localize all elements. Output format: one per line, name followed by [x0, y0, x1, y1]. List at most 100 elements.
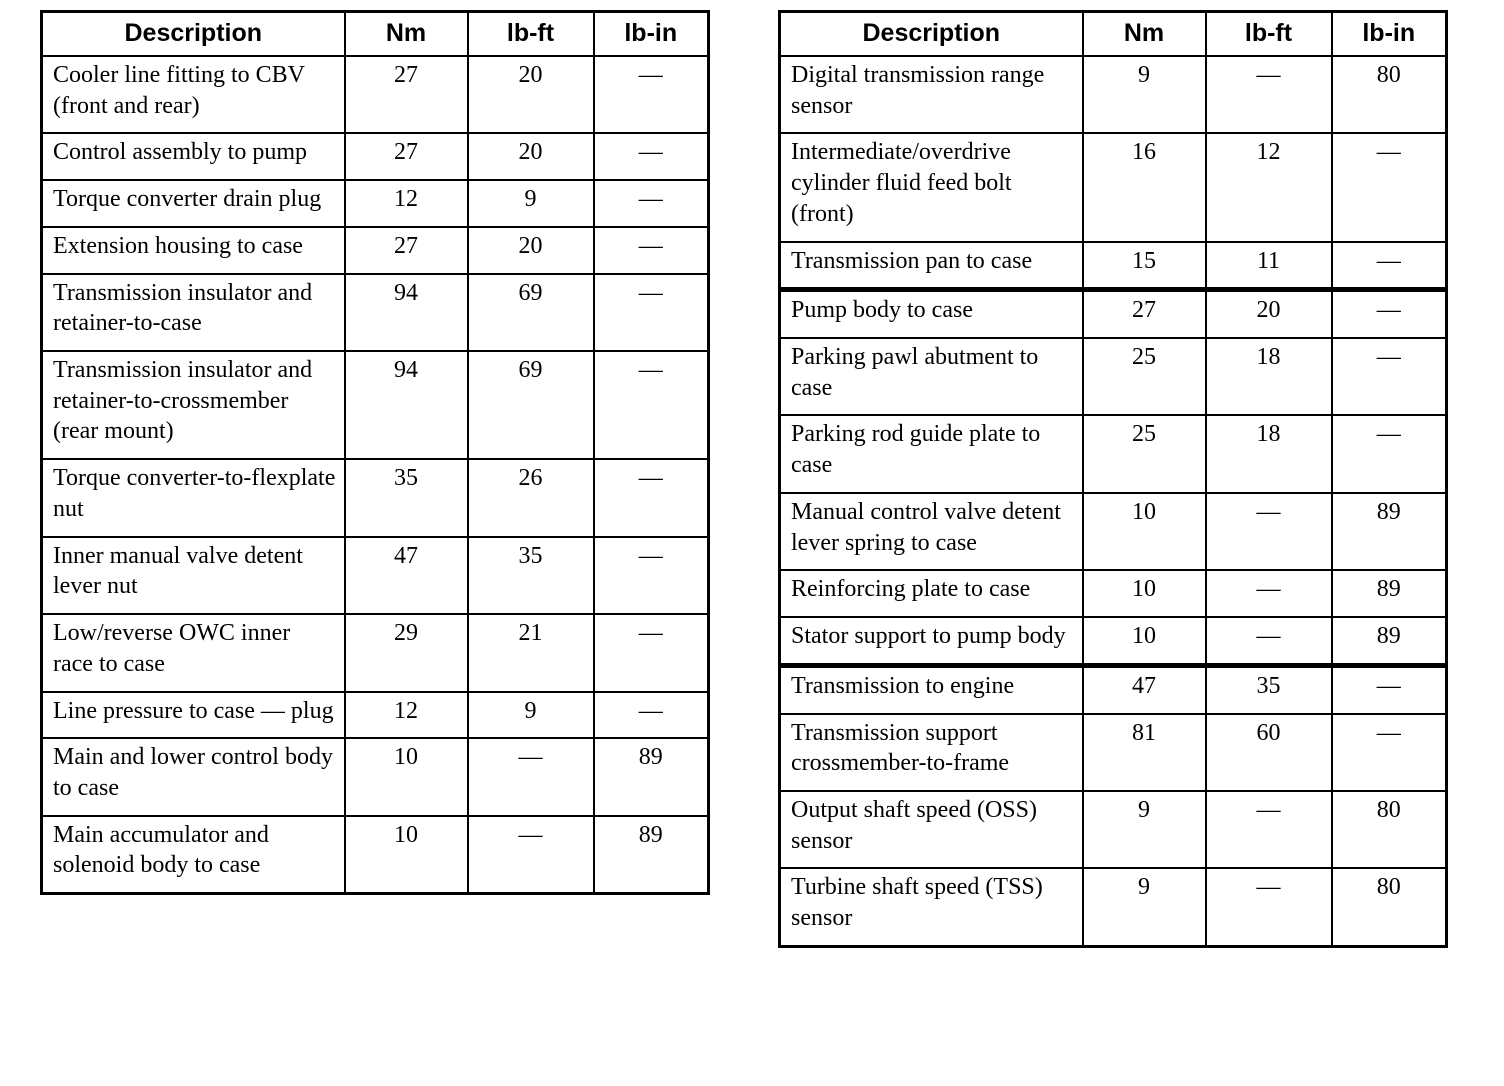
lb-ft-cell: 21: [466, 613, 595, 693]
column-header-lb-in: lb-in: [592, 10, 710, 57]
column-header-nm: Nm: [1081, 10, 1207, 57]
lb-ft-cell: 11: [1204, 240, 1333, 291]
table-row: Extension housing to case 27 20—: [40, 225, 710, 275]
nm-cell: 47: [1081, 662, 1207, 715]
header-row: Description Nm lb-ft lb-in: [40, 10, 710, 57]
description-cell: Main accumulator and solenoid body to ca…: [40, 814, 346, 895]
nm-cell: 12: [343, 179, 469, 228]
lb-ft-cell: 35: [1204, 662, 1333, 715]
description-cell: Transmission insulator and retainer-to-c…: [40, 350, 346, 461]
table-row: Digital transmission range sensor 9—80: [778, 54, 1448, 135]
nm-cell: 9: [1081, 789, 1207, 870]
nm-cell: 9: [1081, 867, 1207, 948]
header-row: Description Nm lb-ft lb-in: [778, 10, 1448, 57]
nm-cell: 25: [1081, 414, 1207, 494]
lb-ft-cell: 20: [466, 132, 595, 182]
description-cell: Turbine shaft speed (TSS) sensor: [778, 867, 1084, 948]
table-row: Stator support to pump body 10—89: [778, 616, 1448, 667]
lb-in-cell: 89: [592, 737, 710, 817]
lb-ft-cell: —: [1204, 569, 1333, 619]
nm-cell: 35: [343, 458, 469, 538]
table-row: Cooler line fitting to CBV (front and re…: [40, 54, 710, 135]
lb-ft-cell: 9: [466, 690, 595, 740]
description-cell: Output shaft speed (OSS) sensor: [778, 789, 1084, 870]
description-cell: Line pressure to case — plug: [40, 690, 346, 740]
table-row: Turbine shaft speed (TSS) sensor 9—80: [778, 867, 1448, 948]
lb-in-cell: —: [1330, 712, 1448, 792]
lb-ft-cell: 26: [466, 458, 595, 538]
description-cell: Cooler line fitting to CBV (front and re…: [40, 54, 346, 135]
description-cell: Inner manual valve detent lever nut: [40, 535, 346, 616]
lb-in-cell: 89: [1330, 616, 1448, 667]
lb-ft-cell: —: [1204, 867, 1333, 948]
nm-cell: 25: [1081, 337, 1207, 417]
lb-ft-cell: 69: [466, 350, 595, 461]
nm-cell: 10: [343, 814, 469, 895]
column-header-nm: Nm: [343, 10, 469, 57]
description-cell: Low/reverse OWC inner race to case: [40, 613, 346, 693]
table-row: Control assembly to pump 27 20—: [40, 132, 710, 182]
nm-cell: 27: [343, 132, 469, 182]
nm-cell: 9: [1081, 54, 1207, 135]
lb-in-cell: —: [592, 690, 710, 740]
lb-in-cell: —: [1330, 287, 1448, 340]
table-row: Transmission insulator and retainer-to-c…: [40, 272, 710, 353]
torque-spec-page: Description Nm lb-ft lb-in Cooler line fitti…: [40, 10, 1448, 948]
nm-cell: 12: [343, 690, 469, 740]
lb-in-cell: —: [592, 225, 710, 275]
lb-ft-cell: 60: [1204, 712, 1333, 792]
column-header-lb-in: lb-in: [1330, 10, 1448, 57]
lb-ft-cell: 35: [466, 535, 595, 616]
table-row: Output shaft speed (OSS) sensor 9—80: [778, 789, 1448, 870]
nm-cell: 10: [343, 737, 469, 817]
description-cell: Transmission insulator and retainer-to-c…: [40, 272, 346, 353]
nm-cell: 47: [343, 535, 469, 616]
lb-in-cell: —: [1330, 662, 1448, 715]
table-row: Transmission to engine 47 35—: [778, 662, 1448, 715]
nm-cell: 27: [343, 54, 469, 135]
lb-in-cell: —: [592, 132, 710, 182]
lb-in-cell: 89: [1330, 569, 1448, 619]
table-row: Low/reverse OWC inner race to case 29 21—: [40, 613, 710, 693]
lb-in-cell: 80: [1330, 54, 1448, 135]
lb-in-cell: 89: [1330, 491, 1448, 572]
lb-ft-cell: 9: [466, 179, 595, 228]
lb-ft-cell: 18: [1204, 337, 1333, 417]
table-row: Torque converter-to-flexplate nut 35 26—: [40, 458, 710, 538]
table-row: Transmission pan to case 15 11—: [778, 240, 1448, 291]
torque-table-left: Description Nm lb-ft lb-in Cooler line fitti…: [40, 10, 710, 896]
nm-cell: 27: [1081, 287, 1207, 340]
table-row: Main and lower control body to case 10—89: [40, 737, 710, 817]
lb-in-cell: —: [1330, 414, 1448, 494]
description-cell: Pump body to case: [778, 287, 1084, 340]
lb-in-cell: 80: [1330, 789, 1448, 870]
column-header-lb-ft: lb-ft: [1204, 10, 1333, 57]
lb-ft-cell: 20: [466, 225, 595, 275]
description-cell: Control assembly to pump: [40, 132, 346, 182]
description-cell: Torque converter drain plug: [40, 179, 346, 228]
table-row: Intermediate/overdrive cylinder fluid fe…: [778, 132, 1448, 243]
lb-in-cell: —: [592, 458, 710, 538]
lb-ft-cell: —: [1204, 54, 1333, 135]
lb-in-cell: —: [1330, 337, 1448, 417]
table-row: Torque converter drain plug 12 9—: [40, 179, 710, 228]
lb-in-cell: —: [592, 272, 710, 353]
description-cell: Manual control valve detent lever spring…: [778, 491, 1084, 572]
lb-ft-cell: —: [466, 814, 595, 895]
column-header-lb-ft: lb-ft: [466, 10, 595, 57]
table-row: Parking pawl abutment to case 25 18—: [778, 337, 1448, 417]
lb-in-cell: —: [592, 350, 710, 461]
lb-ft-cell: —: [466, 737, 595, 817]
nm-cell: 94: [343, 272, 469, 353]
description-cell: Transmission to engine: [778, 662, 1084, 715]
description-cell: Intermediate/overdrive cylinder fluid fe…: [778, 132, 1084, 243]
lb-in-cell: —: [592, 613, 710, 693]
table-row: Transmission insulator and retainer-to-c…: [40, 350, 710, 461]
nm-cell: 10: [1081, 491, 1207, 572]
lb-ft-cell: 20: [466, 54, 595, 135]
table-row: Main accumulator and solenoid body to ca…: [40, 814, 710, 895]
description-cell: Parking pawl abutment to case: [778, 337, 1084, 417]
lb-in-cell: 89: [592, 814, 710, 895]
description-cell: Extension housing to case: [40, 225, 346, 275]
description-cell: Transmission support crossmember-to-fram…: [778, 712, 1084, 792]
